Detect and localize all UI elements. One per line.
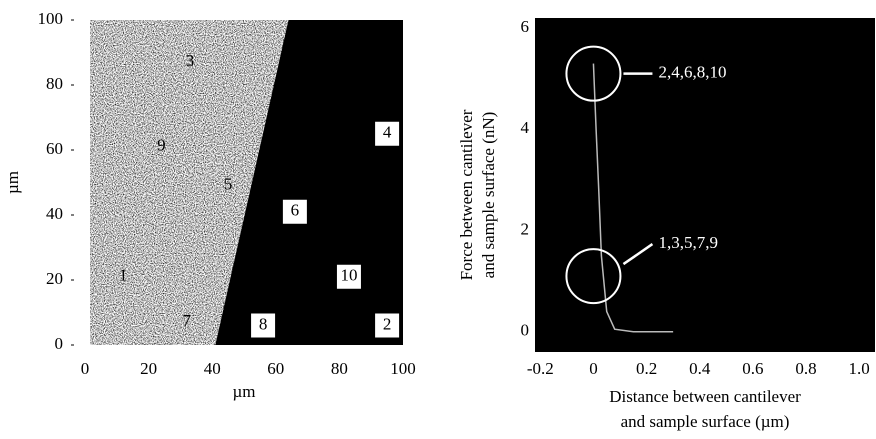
point-label: 8	[259, 314, 268, 333]
point-label: 1	[119, 266, 128, 285]
y-tick-label: 0	[521, 321, 530, 340]
annotation-text: 1,3,5,7,9	[658, 233, 718, 252]
annotation-circle	[565, 45, 622, 102]
point-label: 7	[183, 311, 192, 330]
point-label: 3	[186, 51, 195, 70]
y-tick-label: 20	[46, 269, 63, 288]
x-axis-label: and sample surface (µm)	[621, 412, 790, 431]
x-tick-label: 0.4	[689, 359, 711, 378]
label-box	[282, 199, 307, 224]
y-tick-label: 80	[46, 74, 63, 93]
x-tick-label: 0.2	[636, 359, 657, 378]
y-tick-label: 40	[46, 204, 63, 223]
x-tick-label: -0.2	[527, 359, 554, 378]
annotation-text: 2,4,6,8,10	[658, 63, 726, 82]
x-axis-label: Distance between cantilever	[609, 387, 801, 406]
label-box	[251, 313, 276, 338]
y-axis-label: µm	[3, 171, 22, 194]
y-tick-label: 4	[521, 118, 530, 137]
point-label: 4	[383, 123, 392, 142]
plot-area	[535, 18, 875, 352]
x-tick-label: 0	[81, 359, 90, 378]
force-curve	[592, 63, 674, 333]
label-box	[375, 121, 400, 146]
point-label: 2	[383, 314, 392, 333]
x-tick-label: 0.8	[795, 359, 816, 378]
y-tick-label: 100	[38, 9, 64, 28]
y-tick-label: 60	[46, 139, 63, 158]
y-tick-label: 2	[521, 219, 530, 238]
label-box	[375, 313, 400, 338]
label-box	[336, 264, 361, 289]
x-tick-label: 60	[267, 359, 284, 378]
y-axis-label: and sample surface (nN)	[479, 112, 498, 279]
point-label: 6	[291, 201, 300, 220]
dark-region	[215, 20, 403, 345]
annotation-circle	[565, 248, 622, 305]
x-axis-label: µm	[232, 382, 255, 401]
annotation-arrow	[622, 243, 654, 266]
x-tick-label: 80	[331, 359, 348, 378]
y-tick-label: 0	[55, 334, 64, 353]
x-tick-label: 40	[204, 359, 221, 378]
x-tick-label: 0.6	[742, 359, 763, 378]
x-tick-label: 1.0	[848, 359, 869, 378]
point-label: 5	[224, 175, 233, 194]
x-tick-label: 20	[140, 359, 157, 378]
y-tick-label: 6	[521, 17, 530, 36]
point-label: 10	[340, 266, 357, 285]
x-tick-label: 0	[589, 359, 598, 378]
y-axis-label: Force between cantilever	[457, 109, 476, 280]
x-tick-label: 100	[390, 359, 416, 378]
point-label: 9	[157, 136, 166, 155]
